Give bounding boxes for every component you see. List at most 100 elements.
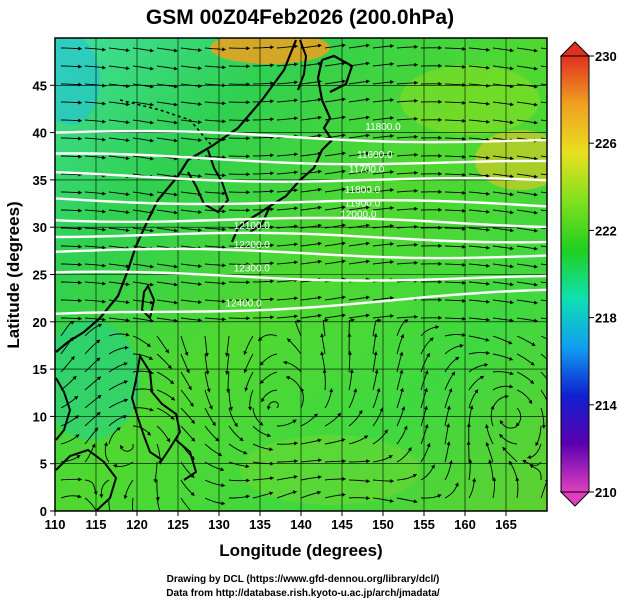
streamline-arrow (270, 81, 274, 86)
streamline (492, 317, 514, 322)
streamline-arrow (533, 228, 538, 233)
streamline (348, 351, 351, 373)
streamline-arrow (120, 445, 124, 450)
streamline-arrow (149, 66, 154, 71)
streamline-arrow (509, 264, 514, 269)
streamline (226, 335, 230, 357)
streamline-arrow (198, 83, 202, 89)
streamline (444, 47, 466, 50)
streamline (61, 245, 82, 248)
streamline (84, 137, 106, 141)
streamline (60, 355, 75, 373)
streamline (276, 189, 298, 193)
streamline-arrow (462, 82, 466, 87)
streamline-arrow (122, 414, 127, 419)
streamline-arrow (423, 406, 428, 410)
streamline-arrow (102, 101, 106, 106)
streamline-arrow (317, 241, 322, 246)
streamline-arrow (198, 317, 202, 323)
streamline (348, 134, 370, 139)
streamline-arrow (155, 497, 160, 501)
streamline (300, 188, 322, 193)
coastline-borneo (55, 448, 118, 511)
streamline-arrow (205, 370, 210, 375)
streamline-arrow (509, 120, 514, 125)
streamline (444, 281, 466, 284)
streamline (324, 388, 333, 409)
x-tick-label: 130 (208, 517, 230, 532)
streamline-arrow (317, 169, 322, 174)
y-tick-label: 10 (33, 409, 47, 424)
streamline-arrow (404, 319, 409, 324)
streamline-arrow (373, 351, 378, 356)
streamline-arrow (462, 262, 466, 267)
streamline (228, 479, 250, 482)
colorbar-bottom-arrow (559, 491, 591, 507)
streamline-arrow (225, 371, 230, 375)
streamline-arrow (438, 225, 442, 230)
streamline-arrow (374, 369, 379, 374)
streamline-arrow (438, 117, 442, 122)
streamline-arrow (146, 431, 151, 436)
streamline (516, 173, 538, 178)
streamline (492, 385, 514, 391)
streamline-arrow (170, 415, 175, 420)
streamline (468, 459, 471, 481)
coastlines (55, 39, 354, 511)
streamline (348, 116, 370, 121)
streamline (324, 260, 346, 265)
streamline-arrow (102, 83, 106, 88)
streamline-arrow (317, 295, 322, 300)
streamline-arrow (341, 61, 346, 66)
streamline-arrow (125, 84, 130, 89)
streamline (252, 280, 274, 283)
streamline-arrow (173, 300, 178, 305)
streamline (468, 173, 490, 177)
streamline-arrow (533, 66, 538, 71)
streamline-arrow (294, 62, 298, 67)
streamline-arrow (414, 80, 418, 85)
streamline-arrow (149, 48, 154, 53)
streamline-arrow (317, 115, 322, 120)
streamline (540, 407, 545, 429)
streamline (156, 317, 178, 322)
streamline (132, 83, 154, 88)
streamline-arrow (349, 369, 354, 374)
streamline-arrow (78, 244, 82, 249)
streamline (180, 479, 195, 497)
streamline-arrow (472, 478, 477, 482)
streamline-arrow (96, 339, 101, 344)
streamline-arrow (76, 455, 81, 459)
streamline-arrow (533, 246, 538, 251)
streamline-arrow (78, 118, 82, 123)
streamline-arrow (125, 264, 130, 269)
streamline-arrow (293, 474, 298, 480)
streamline-arrow (70, 356, 75, 361)
streamline (540, 173, 547, 176)
streamline-arrow (390, 169, 394, 175)
streamline-arrow (287, 338, 292, 343)
streamline-arrow (198, 101, 202, 107)
streamline-arrow (102, 155, 106, 160)
streamline (228, 389, 233, 411)
streamline (300, 491, 322, 499)
streamline (492, 395, 509, 409)
streamline (444, 460, 453, 481)
streamline-arrow (246, 46, 250, 51)
streamline (61, 227, 82, 230)
x-tick-label: 165 (495, 517, 517, 532)
streamline-arrow (438, 81, 442, 86)
streamline (300, 170, 322, 175)
streamline (321, 351, 326, 373)
streamline-arrow (149, 300, 154, 305)
streamline-arrow (529, 464, 534, 469)
streamline-arrow (96, 412, 101, 416)
streamline (180, 425, 196, 442)
streamline (540, 299, 547, 302)
x-tick-label: 145 (331, 517, 353, 532)
streamline-arrow (124, 345, 129, 350)
streamline (300, 314, 322, 319)
streamline (444, 83, 466, 86)
streamline (444, 119, 466, 122)
